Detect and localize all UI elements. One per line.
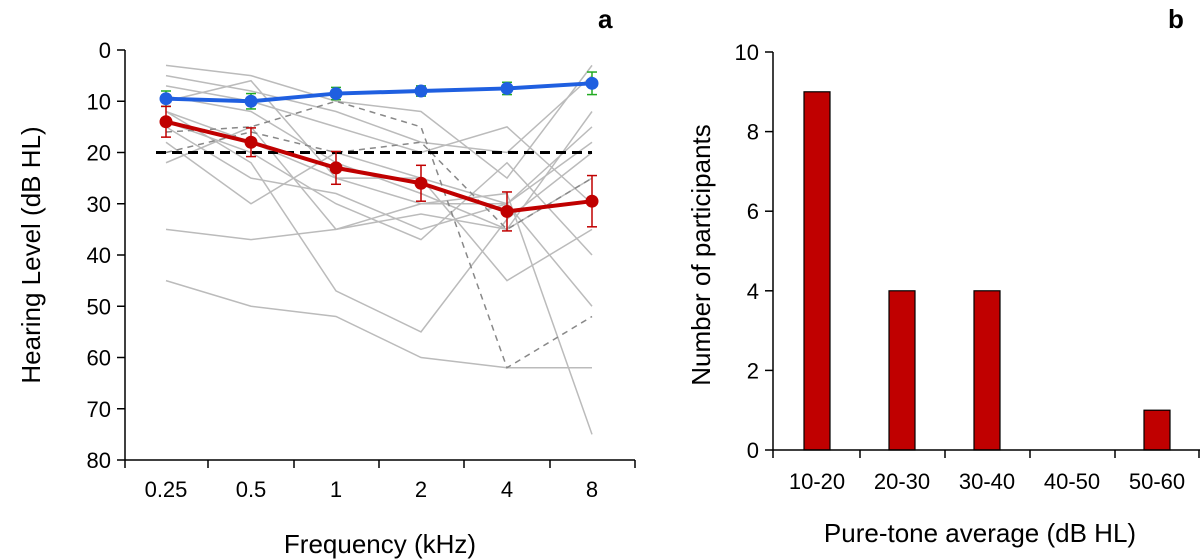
x-tick-label: 8 — [586, 477, 598, 502]
x-tick-label: 4 — [501, 477, 513, 502]
y-tick-label: 8 — [747, 120, 759, 145]
panel-b-x-ticks: 10-20 20-30 30-40 40-50 50-60 — [772, 450, 1200, 494]
data-point — [159, 92, 173, 106]
y-tick-label: 0 — [747, 438, 759, 463]
panel-b-chart: b 0 2 4 6 8 10 10-20 20-30 30-40 40-50 50-60 Numb… — [686, 4, 1200, 548]
y-tick-label: 60 — [87, 346, 111, 371]
data-point — [500, 81, 514, 95]
y-tick-label: 10 — [735, 40, 759, 65]
data-point — [329, 87, 343, 101]
individual-audiogram-line-dashed — [165, 100, 593, 369]
data-point — [500, 204, 514, 218]
bar-50-60 — [1143, 409, 1171, 451]
individual-audiogram-line — [165, 110, 593, 205]
data-point — [244, 135, 258, 149]
individual-audiogram-line-dashed — [165, 131, 593, 231]
panel-a-individual-lines — [165, 64, 593, 435]
x-tick-label: 40-50 — [1044, 469, 1100, 494]
panel-a-x-axis-title: Frequency (kHz) — [284, 529, 476, 559]
panel-a-series — [159, 71, 599, 232]
panel-b-y-ticks: 0 2 4 6 8 10 — [735, 40, 773, 463]
individual-audiogram-line — [165, 141, 593, 282]
data-point — [414, 84, 428, 98]
y-tick-label: 70 — [87, 397, 111, 422]
panel-a-x-ticks: 0.25 0.5 1 2 4 8 — [124, 460, 636, 502]
y-tick-label: 4 — [747, 279, 759, 304]
bar-10-20 — [803, 91, 831, 451]
panel-a-letter: a — [598, 4, 613, 34]
data-point — [585, 194, 599, 208]
data-point — [414, 176, 428, 190]
series-1 — [159, 105, 599, 232]
panel-a-y-axis-title: Hearing Level (dB HL) — [16, 126, 46, 383]
x-tick-label: 0.5 — [236, 477, 267, 502]
y-tick-label: 6 — [747, 199, 759, 224]
y-tick-label: 40 — [87, 243, 111, 268]
data-point — [244, 94, 258, 108]
individual-audiogram-line — [165, 79, 593, 205]
series-line — [165, 81, 593, 104]
panel-b-y-axis-title: Number of participants — [686, 124, 716, 386]
bar-20-30 — [888, 290, 916, 451]
individual-audiogram-line — [165, 279, 592, 369]
x-tick-label: 50-60 — [1129, 469, 1185, 494]
series-line — [165, 119, 593, 214]
x-tick-label: 10-20 — [789, 469, 845, 494]
y-tick-label: 50 — [87, 294, 111, 319]
panel-b-letter: b — [1168, 4, 1184, 34]
data-point — [329, 161, 343, 175]
y-tick-label: 20 — [87, 141, 111, 166]
series-0 — [159, 71, 599, 110]
individual-audiogram-line — [165, 125, 593, 435]
x-tick-label: 1 — [330, 477, 342, 502]
panel-a-chart: a 0 10 20 30 40 50 60 70 80 0.25 0.5 1 2 4 8 Hearing … — [16, 4, 636, 559]
panel-a-y-ticks: 0 10 20 30 40 50 60 70 80 — [87, 38, 125, 473]
x-tick-label: 2 — [415, 477, 427, 502]
x-tick-label: 0.25 — [145, 477, 188, 502]
panel-b-x-axis-title: Pure-tone average (dB HL) — [824, 518, 1136, 548]
y-tick-label: 2 — [747, 358, 759, 383]
y-tick-label: 10 — [87, 89, 111, 114]
y-tick-label: 80 — [87, 448, 111, 473]
x-tick-label: 20-30 — [874, 469, 930, 494]
individual-audiogram-line — [165, 64, 593, 180]
bar-30-40 — [973, 290, 1001, 451]
y-tick-label: 30 — [87, 192, 111, 217]
x-tick-label: 30-40 — [959, 469, 1015, 494]
data-point — [159, 115, 173, 129]
y-tick-label: 0 — [99, 38, 111, 63]
panel-b-bars — [803, 91, 1171, 451]
data-point — [585, 76, 599, 90]
individual-audiogram-line — [165, 85, 593, 205]
